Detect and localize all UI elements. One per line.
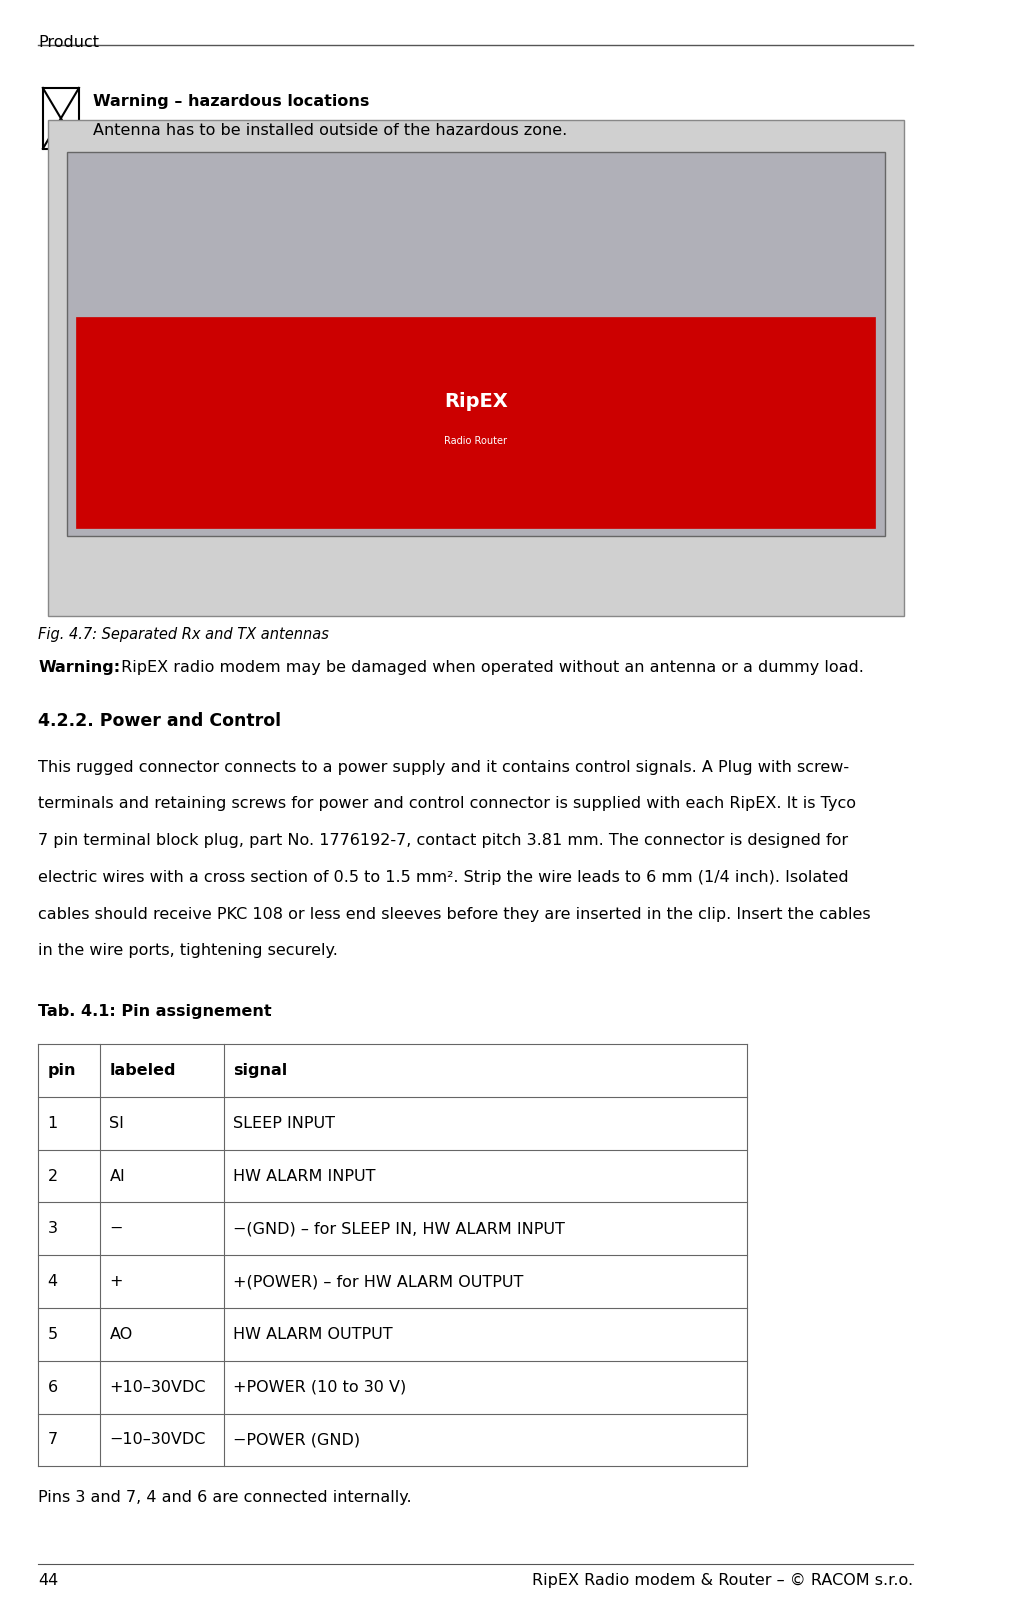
Text: RipEX radio modem may be damaged when operated without an antenna or a dummy loa: RipEX radio modem may be damaged when op… xyxy=(116,660,864,675)
Text: Radio Router: Radio Router xyxy=(444,437,507,446)
Text: AO: AO xyxy=(109,1327,133,1342)
Text: +POWER (10 to 30 V): +POWER (10 to 30 V) xyxy=(233,1380,406,1394)
Text: Pins 3 and 7, 4 and 6 are connected internally.: Pins 3 and 7, 4 and 6 are connected inte… xyxy=(38,1490,411,1505)
Text: Fig. 4.7: Separated Rx and TX antennas: Fig. 4.7: Separated Rx and TX antennas xyxy=(38,627,329,641)
Bar xyxy=(43,88,79,149)
Text: in the wire ports, tightening securely.: in the wire ports, tightening securely. xyxy=(38,943,338,958)
Text: −(GND) – for SLEEP IN, HW ALARM INPUT: −(GND) – for SLEEP IN, HW ALARM INPUT xyxy=(233,1222,565,1236)
Text: This rugged connector connects to a power supply and it contains control signals: This rugged connector connects to a powe… xyxy=(38,760,849,774)
Text: RipEX: RipEX xyxy=(444,392,507,411)
Text: HW ALARM OUTPUT: HW ALARM OUTPUT xyxy=(233,1327,393,1342)
Text: 2: 2 xyxy=(48,1169,57,1183)
Text: +(POWER) – for HW ALARM OUTPUT: +(POWER) – for HW ALARM OUTPUT xyxy=(233,1274,524,1289)
Text: 4: 4 xyxy=(48,1274,57,1289)
Text: 3: 3 xyxy=(48,1222,57,1236)
Text: 4.2.2. Power and Control: 4.2.2. Power and Control xyxy=(38,712,281,729)
Text: HW ALARM INPUT: HW ALARM INPUT xyxy=(233,1169,375,1183)
Text: labeled: labeled xyxy=(109,1063,176,1078)
Text: 5: 5 xyxy=(48,1327,57,1342)
Text: terminals and retaining screws for power and control connector is supplied with : terminals and retaining screws for power… xyxy=(38,796,856,811)
Text: SLEEP INPUT: SLEEP INPUT xyxy=(233,1116,336,1130)
Text: SI: SI xyxy=(109,1116,125,1130)
Text: −: − xyxy=(109,1222,123,1236)
Bar xyxy=(66,152,885,536)
Text: Antenna has to be installed outside of the hazardous zone.: Antenna has to be installed outside of t… xyxy=(93,123,568,138)
Text: Warning:: Warning: xyxy=(38,660,120,675)
Text: Product: Product xyxy=(38,35,99,50)
Text: 44: 44 xyxy=(38,1573,58,1588)
Text: RipEX Radio modem & Router – © RACOM s.r.o.: RipEX Radio modem & Router – © RACOM s.r… xyxy=(532,1573,914,1588)
Bar xyxy=(48,120,904,616)
Text: AI: AI xyxy=(109,1169,125,1183)
Text: Warning – hazardous locations: Warning – hazardous locations xyxy=(93,94,369,109)
Text: +: + xyxy=(109,1274,123,1289)
Text: Tab. 4.1: Pin assignement: Tab. 4.1: Pin assignement xyxy=(38,1004,272,1019)
Text: 7: 7 xyxy=(48,1433,57,1447)
Text: pin: pin xyxy=(48,1063,76,1078)
Text: −POWER (GND): −POWER (GND) xyxy=(233,1433,360,1447)
Text: electric wires with a cross section of 0.5 to 1.5 mm². Strip the wire leads to 6: electric wires with a cross section of 0… xyxy=(38,870,849,884)
Text: cables should receive PKC 108 or less end sleeves before they are inserted in th: cables should receive PKC 108 or less en… xyxy=(38,907,871,921)
Text: −10–30VDC: −10–30VDC xyxy=(109,1433,206,1447)
Text: 6: 6 xyxy=(48,1380,57,1394)
Text: signal: signal xyxy=(233,1063,287,1078)
Bar xyxy=(76,317,876,528)
Text: +10–30VDC: +10–30VDC xyxy=(109,1380,206,1394)
Text: 1: 1 xyxy=(48,1116,58,1130)
Text: 7 pin terminal block plug, part No. 1776192-7, contact pitch 3.81 mm. The connec: 7 pin terminal block plug, part No. 1776… xyxy=(38,833,848,847)
